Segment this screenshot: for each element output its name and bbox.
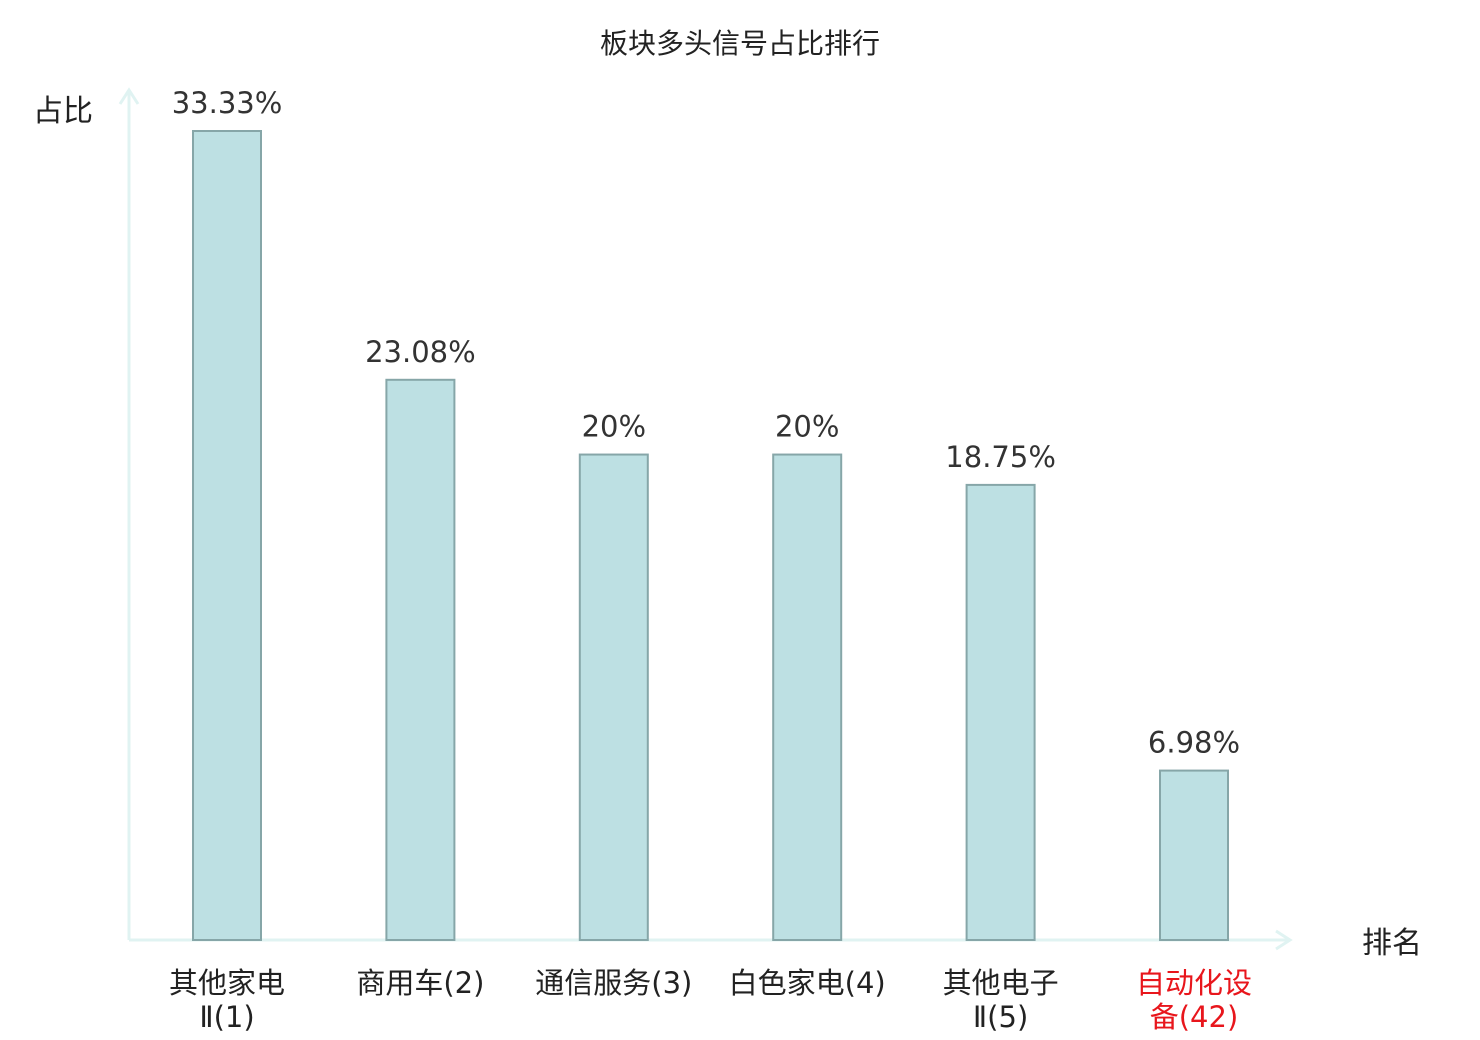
y-axis-label: 占比 — [33, 94, 93, 129]
data-label: 6.98% — [1148, 726, 1240, 760]
category-tick-label-line: 白色家电(4) — [729, 966, 886, 1000]
data-label: 18.75% — [945, 440, 1056, 474]
category-tick-label: 自动化设备(42) — [1136, 966, 1252, 1034]
category-tick-label: 白色家电(4) — [729, 966, 886, 1000]
category-tick-label-line: 商用车(2) — [356, 966, 484, 1000]
category-tick-label-line: 其他家电 — [169, 966, 285, 1000]
bar — [578, 453, 649, 941]
bar — [192, 130, 262, 941]
category-labels: 其他家电 Ⅱ(1) 商用车(2) 通信服务(3) 白色家电(4) 其他电子 Ⅱ(5) 自动化设… — [169, 966, 1252, 1034]
bar — [385, 378, 456, 942]
category-tick-label-line: 其他电子 — [943, 966, 1059, 1000]
data-label: 33.33% — [172, 86, 283, 120]
category-tick-label-line: Ⅱ(1) — [199, 1000, 254, 1034]
category-tick-label: 商用车(2) — [356, 966, 484, 1000]
y-axis-arrow-icon — [118, 87, 140, 105]
category-tick-label-line: 通信服务(3) — [535, 966, 692, 1000]
category-tick-label-line: Ⅱ(5) — [973, 1000, 1028, 1034]
bar — [772, 453, 843, 941]
data-label: 20% — [775, 410, 839, 444]
category-tick-label: 其他电子 Ⅱ(5) — [943, 966, 1059, 1034]
bars — [192, 130, 1229, 942]
chart-title: 板块多头信号占比排行 — [600, 27, 880, 60]
category-tick-label-line: 备(42) — [1150, 1000, 1239, 1034]
data-label: 23.08% — [365, 335, 476, 369]
axes — [118, 87, 1293, 951]
category-tick-label: 通信服务(3) — [535, 966, 692, 1000]
category-tick-label: 其他家电 Ⅱ(1) — [169, 966, 285, 1034]
category-tick-label-line: 自动化设 — [1136, 966, 1252, 1000]
x-axis-arrow-icon — [1275, 929, 1293, 951]
value-labels: 33.33% 23.08% 20% 20% 18.75% 6.98% — [172, 86, 1240, 760]
bar — [965, 483, 1036, 941]
bar — [1159, 769, 1229, 941]
data-label: 20% — [582, 410, 646, 444]
x-axis-label: 排名 — [1362, 926, 1422, 961]
